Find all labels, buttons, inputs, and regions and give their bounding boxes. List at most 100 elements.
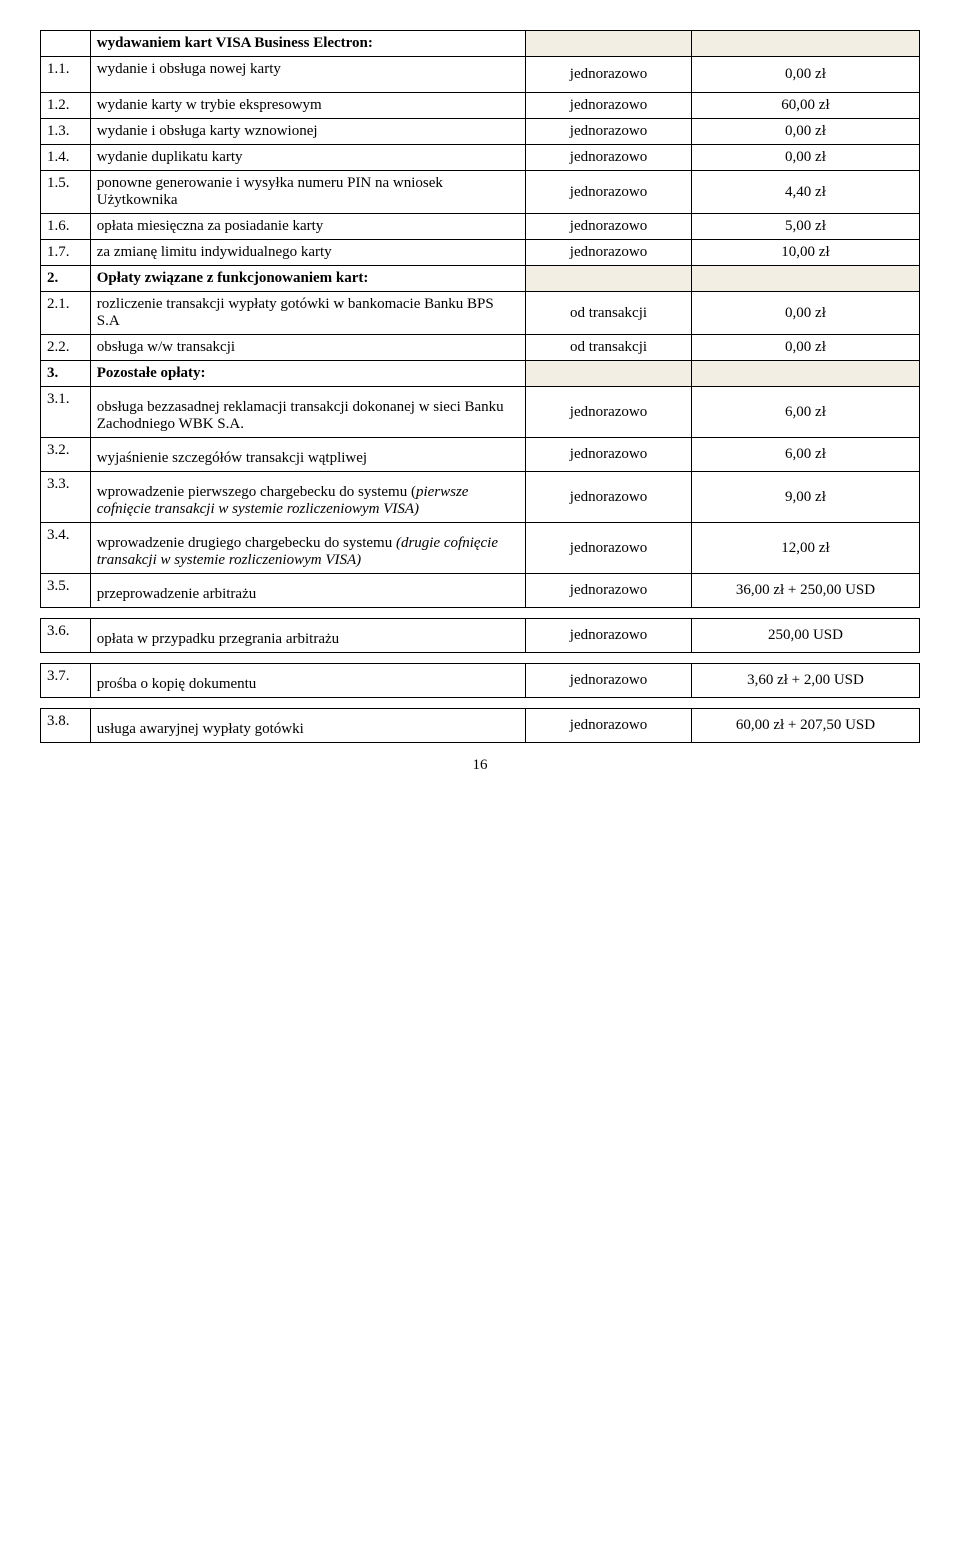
table-row: 1.7.za zmianę limitu indywidualnego kart…	[41, 240, 920, 266]
row-description: opłata miesięczna za posiadanie karty	[90, 214, 525, 240]
row-frequency: jednorazowo	[526, 619, 692, 653]
row-description: ponowne generowanie i wysyłka numeru PIN…	[90, 171, 525, 214]
row-description: obsługa bezzasadnej reklamacji transakcj…	[90, 387, 525, 438]
row-frequency: od transakcji	[526, 292, 692, 335]
row-description: prośba o kopię dokumentu	[90, 664, 525, 698]
row-amount	[691, 266, 919, 292]
row-amount: 6,00 zł	[691, 387, 919, 438]
row-frequency: jednorazowo	[526, 240, 692, 266]
table-row: 3.6.opłata w przypadku przegrania arbitr…	[41, 619, 920, 653]
row-amount: 36,00 zł + 250,00 USD	[691, 574, 919, 608]
row-frequency	[526, 361, 692, 387]
row-description: rozliczenie transakcji wypłaty gotówki w…	[90, 292, 525, 335]
row-description: przeprowadzenie arbitrażu	[90, 574, 525, 608]
row-description: Pozostałe opłaty:	[90, 361, 525, 387]
row-description: wydanie karty w trybie ekspresowym	[90, 93, 525, 119]
row-description: Opłaty związane z funkcjonowaniem kart:	[90, 266, 525, 292]
table-row: 1.3.wydanie i obsługa karty wznowionejje…	[41, 119, 920, 145]
row-frequency	[526, 31, 692, 57]
table-row: 3.1.obsługa bezzasadnej reklamacji trans…	[41, 387, 920, 438]
row-frequency: jednorazowo	[526, 523, 692, 574]
row-number: 3.6.	[41, 619, 91, 653]
row-frequency: jednorazowo	[526, 214, 692, 240]
row-description: wydanie duplikatu karty	[90, 145, 525, 171]
row-number: 1.3.	[41, 119, 91, 145]
row-frequency: jednorazowo	[526, 57, 692, 93]
row-frequency	[526, 266, 692, 292]
row-amount	[691, 361, 919, 387]
table-row: wydawaniem kart VISA Business Electron:	[41, 31, 920, 57]
row-number: 1.5.	[41, 171, 91, 214]
row-description: obsługa w/w transakcji	[90, 335, 525, 361]
row-description: wprowadzenie drugiego chargebecku do sys…	[90, 523, 525, 574]
row-frequency: jednorazowo	[526, 664, 692, 698]
row-number: 3.5.	[41, 574, 91, 608]
row-frequency: jednorazowo	[526, 119, 692, 145]
row-number: 3.7.	[41, 664, 91, 698]
table-row: 3.5.przeprowadzenie arbitrażujednorazowo…	[41, 574, 920, 608]
row-frequency: jednorazowo	[526, 574, 692, 608]
table-row: 1.5.ponowne generowanie i wysyłka numeru…	[41, 171, 920, 214]
row-amount: 3,60 zł + 2,00 USD	[691, 664, 919, 698]
row-amount: 0,00 zł	[691, 335, 919, 361]
pricing-table-37: 3.7.prośba o kopię dokumentujednorazowo3…	[40, 663, 920, 698]
row-description: usługa awaryjnej wypłaty gotówki	[90, 709, 525, 743]
table-row: 2.1.rozliczenie transakcji wypłaty gotów…	[41, 292, 920, 335]
row-amount: 5,00 zł	[691, 214, 919, 240]
row-number: 1.1.	[41, 57, 91, 93]
row-amount: 250,00 USD	[691, 619, 919, 653]
row-frequency: jednorazowo	[526, 171, 692, 214]
table-row: 3.4.wprowadzenie drugiego chargebecku do…	[41, 523, 920, 574]
row-number: 3.8.	[41, 709, 91, 743]
row-frequency: jednorazowo	[526, 472, 692, 523]
row-number: 3.4.	[41, 523, 91, 574]
row-number	[41, 31, 91, 57]
table-row: 1.2.wydanie karty w trybie ekspresowymje…	[41, 93, 920, 119]
row-description: za zmianę limitu indywidualnego karty	[90, 240, 525, 266]
row-number: 3.	[41, 361, 91, 387]
row-frequency: od transakcji	[526, 335, 692, 361]
row-frequency: jednorazowo	[526, 709, 692, 743]
table-row: 2.Opłaty związane z funkcjonowaniem kart…	[41, 266, 920, 292]
table-row: 2.2.obsługa w/w transakcjiod transakcji0…	[41, 335, 920, 361]
row-number: 2.1.	[41, 292, 91, 335]
row-amount: 60,00 zł + 207,50 USD	[691, 709, 919, 743]
row-amount: 60,00 zł	[691, 93, 919, 119]
row-number: 1.2.	[41, 93, 91, 119]
row-amount: 0,00 zł	[691, 292, 919, 335]
row-amount: 0,00 zł	[691, 57, 919, 93]
table-row: 1.6.opłata miesięczna za posiadanie kart…	[41, 214, 920, 240]
row-amount: 0,00 zł	[691, 119, 919, 145]
table-row: 3.2.wyjaśnienie szczegółów transakcji wą…	[41, 438, 920, 472]
table-row: 3.Pozostałe opłaty:	[41, 361, 920, 387]
row-description: wyjaśnienie szczegółów transakcji wątpli…	[90, 438, 525, 472]
row-number: 3.3.	[41, 472, 91, 523]
table-row: 3.3.wprowadzenie pierwszego chargebecku …	[41, 472, 920, 523]
pricing-table-main: wydawaniem kart VISA Business Electron:1…	[40, 30, 920, 608]
row-amount: 4,40 zł	[691, 171, 919, 214]
row-number: 3.1.	[41, 387, 91, 438]
row-amount: 0,00 zł	[691, 145, 919, 171]
row-amount: 12,00 zł	[691, 523, 919, 574]
pricing-table-36: 3.6.opłata w przypadku przegrania arbitr…	[40, 618, 920, 653]
table-row: 1.1.wydanie i obsługa nowej kartyjednora…	[41, 57, 920, 93]
page-number: 16	[40, 757, 920, 774]
row-number: 1.4.	[41, 145, 91, 171]
row-description: opłata w przypadku przegrania arbitrażu	[90, 619, 525, 653]
row-frequency: jednorazowo	[526, 438, 692, 472]
table-row: 1.4.wydanie duplikatu kartyjednorazowo0,…	[41, 145, 920, 171]
row-amount: 6,00 zł	[691, 438, 919, 472]
row-amount	[691, 31, 919, 57]
row-frequency: jednorazowo	[526, 145, 692, 171]
row-description: wydanie i obsługa karty wznowionej	[90, 119, 525, 145]
table-row: 3.7.prośba o kopię dokumentujednorazowo3…	[41, 664, 920, 698]
row-description: wydawaniem kart VISA Business Electron:	[90, 31, 525, 57]
row-frequency: jednorazowo	[526, 387, 692, 438]
row-number: 1.7.	[41, 240, 91, 266]
row-description: wydanie i obsługa nowej karty	[90, 57, 525, 93]
pricing-table-38: 3.8.usługa awaryjnej wypłaty gotówkijedn…	[40, 708, 920, 743]
row-frequency: jednorazowo	[526, 93, 692, 119]
row-number: 1.6.	[41, 214, 91, 240]
table-row: 3.8.usługa awaryjnej wypłaty gotówkijedn…	[41, 709, 920, 743]
row-number: 2.2.	[41, 335, 91, 361]
